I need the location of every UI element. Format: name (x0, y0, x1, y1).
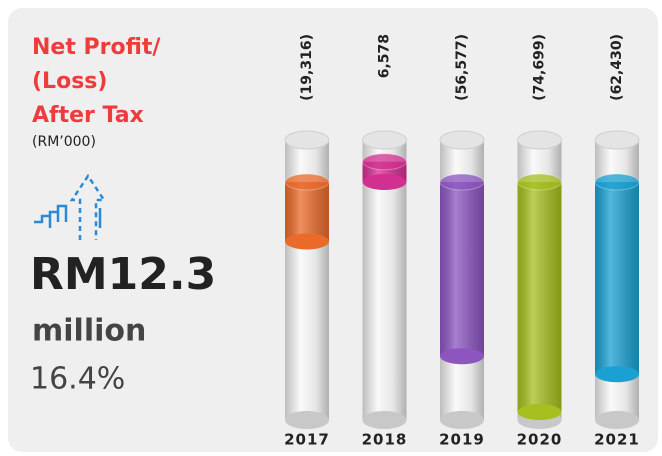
x-tick-label: 2019 (439, 431, 485, 449)
bar-bottom (595, 366, 639, 383)
highlight-change: 16.4% (30, 362, 125, 397)
title-line: After Tax (32, 103, 144, 128)
value-label: (62,430) (609, 34, 625, 101)
bar-top (594, 173, 640, 191)
tube-bottom (595, 411, 639, 429)
bar-shade (285, 182, 329, 242)
tube-top (517, 130, 562, 150)
tube-top (362, 130, 407, 150)
value-label: (74,699) (532, 34, 548, 101)
bar-shade (440, 182, 484, 357)
bar-bottom (362, 174, 407, 190)
tube-top (594, 130, 640, 150)
tube-top (284, 130, 330, 150)
bar-top (362, 153, 407, 171)
bar-top (439, 173, 485, 191)
highlight-amount: RM12.3 (30, 249, 216, 300)
subtitle: (RM’000) (32, 134, 96, 150)
tube-bottom (362, 411, 407, 429)
x-tick-label: 2021 (594, 431, 640, 449)
bar-shade (517, 182, 562, 412)
value-label: (56,577) (454, 34, 470, 101)
growth-icon (34, 173, 107, 240)
bar-bottom (517, 404, 562, 420)
title-line: Net Profit/ (32, 35, 161, 60)
highlight-unit: million (32, 314, 146, 349)
tube-bottom (440, 411, 484, 429)
tube-top (439, 130, 485, 150)
panel (8, 8, 658, 452)
bar-bottom (285, 233, 329, 250)
x-tick-label: 2020 (517, 431, 563, 449)
x-tick-label: 2018 (362, 431, 408, 449)
x-tick-label: 2017 (284, 431, 330, 449)
bar-top (284, 173, 330, 191)
title-line: (Loss) (32, 69, 107, 94)
bar-top (517, 173, 562, 191)
bar-bottom (440, 348, 484, 365)
tube-bottom (285, 411, 329, 429)
value-label: (19,316) (299, 34, 315, 101)
value-label: 6,578 (377, 34, 393, 78)
bar-shade (595, 182, 639, 375)
